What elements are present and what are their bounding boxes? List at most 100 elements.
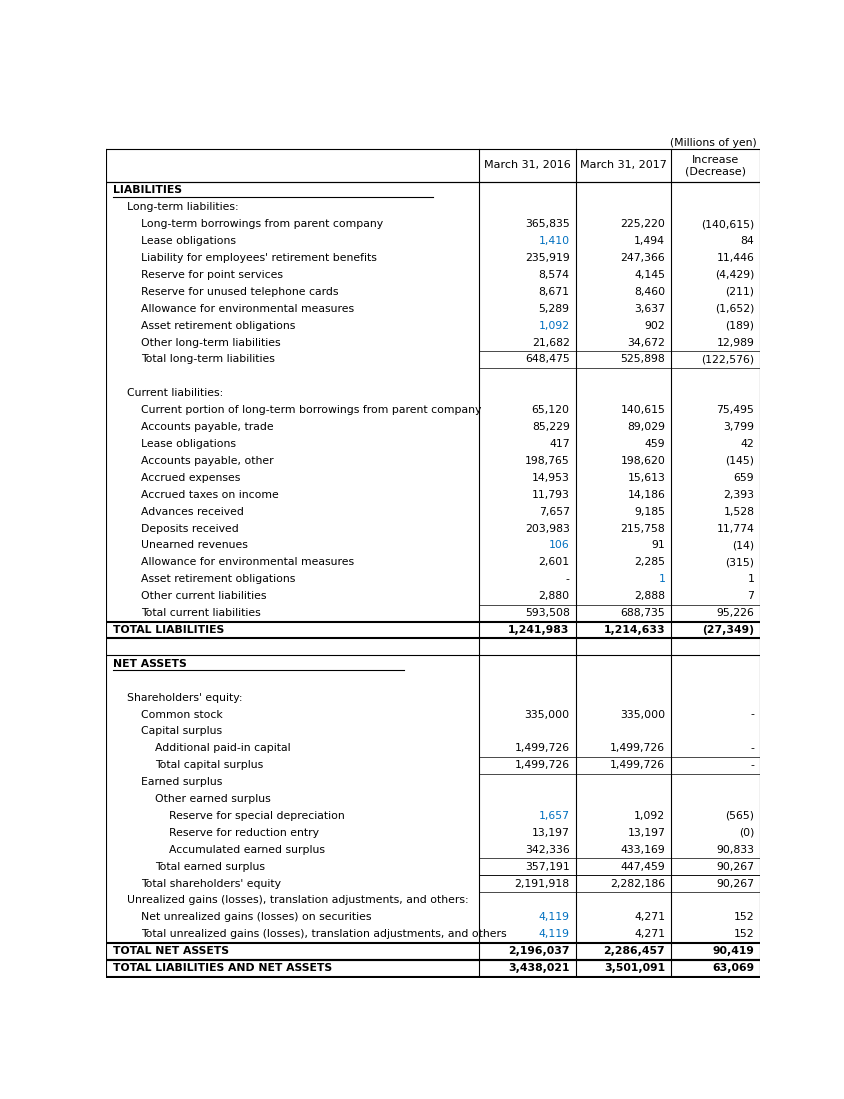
- Text: 11,446: 11,446: [716, 253, 754, 263]
- Text: 2,393: 2,393: [722, 490, 754, 500]
- Text: Deposits received: Deposits received: [141, 523, 239, 533]
- Text: 225,220: 225,220: [619, 219, 664, 230]
- Text: Unrealized gains (losses), translation adjustments, and others:: Unrealized gains (losses), translation a…: [127, 896, 468, 906]
- Text: LIABILITIES: LIABILITIES: [113, 186, 182, 196]
- Text: 152: 152: [733, 912, 754, 922]
- Text: Accounts payable, other: Accounts payable, other: [141, 456, 273, 466]
- Text: 4,145: 4,145: [634, 270, 664, 280]
- Text: 3,501,091: 3,501,091: [603, 963, 664, 973]
- Text: Earned surplus: Earned surplus: [141, 777, 222, 787]
- Text: 525,898: 525,898: [619, 355, 664, 365]
- Text: (122,576): (122,576): [701, 355, 754, 365]
- Text: Other earned surplus: Other earned surplus: [155, 795, 271, 804]
- Text: Accrued taxes on income: Accrued taxes on income: [141, 490, 279, 500]
- Text: 1,499,726: 1,499,726: [609, 743, 664, 753]
- Text: 85,229: 85,229: [531, 422, 569, 432]
- Text: Reserve for unused telephone cards: Reserve for unused telephone cards: [141, 287, 338, 297]
- Text: Shareholders' equity:: Shareholders' equity:: [127, 692, 242, 702]
- Text: 42: 42: [739, 439, 754, 449]
- Text: 1,494: 1,494: [634, 236, 664, 246]
- Text: 2,282,186: 2,282,186: [609, 878, 664, 889]
- Text: 247,366: 247,366: [619, 253, 664, 263]
- Text: Total shareholders' equity: Total shareholders' equity: [141, 878, 281, 889]
- Text: (565): (565): [724, 811, 754, 821]
- Text: 63,069: 63,069: [711, 963, 754, 973]
- Text: 198,765: 198,765: [524, 456, 569, 466]
- Text: 21,682: 21,682: [531, 337, 569, 347]
- Text: Reserve for reduction entry: Reserve for reduction entry: [169, 828, 319, 837]
- Text: 7,657: 7,657: [538, 507, 569, 517]
- Text: 1,528: 1,528: [722, 507, 754, 517]
- Text: Asset retirement obligations: Asset retirement obligations: [141, 575, 295, 585]
- Text: (315): (315): [724, 557, 754, 567]
- Text: Net unrealized gains (losses) on securities: Net unrealized gains (losses) on securit…: [141, 912, 371, 922]
- Text: Current portion of long-term borrowings from parent company: Current portion of long-term borrowings …: [141, 406, 481, 415]
- Text: 4,271: 4,271: [634, 912, 664, 922]
- Text: 1,241,983: 1,241,983: [507, 625, 569, 635]
- Text: Allowance for environmental measures: Allowance for environmental measures: [141, 557, 354, 567]
- Text: 89,029: 89,029: [626, 422, 664, 432]
- Text: 2,196,037: 2,196,037: [507, 946, 569, 956]
- Text: (4,429): (4,429): [714, 270, 754, 280]
- Text: 5,289: 5,289: [538, 303, 569, 313]
- Text: Advances received: Advances received: [141, 507, 244, 517]
- Text: 459: 459: [644, 439, 664, 449]
- Text: TOTAL LIABILITIES AND NET ASSETS: TOTAL LIABILITIES AND NET ASSETS: [113, 963, 332, 973]
- Text: 1,214,633: 1,214,633: [603, 625, 664, 635]
- Text: 1,092: 1,092: [633, 811, 664, 821]
- Text: 235,919: 235,919: [524, 253, 569, 263]
- Text: 106: 106: [549, 541, 569, 551]
- Text: (27,349): (27,349): [701, 625, 754, 635]
- Text: 75,495: 75,495: [716, 406, 754, 415]
- Text: 335,000: 335,000: [619, 710, 664, 720]
- Text: 8,574: 8,574: [538, 270, 569, 280]
- Text: 8,460: 8,460: [633, 287, 664, 297]
- Text: 14,953: 14,953: [531, 473, 569, 482]
- Text: Total current liabilities: Total current liabilities: [141, 608, 261, 618]
- Text: 1: 1: [747, 575, 754, 585]
- Text: Allowance for environmental measures: Allowance for environmental measures: [141, 303, 354, 313]
- Text: 1,499,726: 1,499,726: [609, 761, 664, 770]
- Text: Long-term borrowings from parent company: Long-term borrowings from parent company: [141, 219, 383, 230]
- Text: Accumulated earned surplus: Accumulated earned surplus: [169, 845, 325, 855]
- Text: 90,267: 90,267: [716, 862, 754, 872]
- Text: Other current liabilities: Other current liabilities: [141, 591, 267, 601]
- Text: 4,119: 4,119: [538, 930, 569, 940]
- Text: Accrued expenses: Accrued expenses: [141, 473, 241, 482]
- Text: Increase
(Decrease): Increase (Decrease): [684, 155, 745, 176]
- Text: (14): (14): [731, 541, 754, 551]
- Text: Lease obligations: Lease obligations: [141, 439, 236, 449]
- Text: Common stock: Common stock: [141, 710, 223, 720]
- Text: 11,774: 11,774: [716, 523, 754, 533]
- Text: 335,000: 335,000: [524, 710, 569, 720]
- Text: 14,186: 14,186: [626, 490, 664, 500]
- Text: Reserve for special depreciation: Reserve for special depreciation: [169, 811, 344, 821]
- Text: 91: 91: [651, 541, 664, 551]
- Text: 357,191: 357,191: [524, 862, 569, 872]
- Text: 3,799: 3,799: [722, 422, 754, 432]
- Text: 4,119: 4,119: [538, 912, 569, 922]
- Text: 13,197: 13,197: [531, 828, 569, 837]
- Text: 152: 152: [733, 930, 754, 940]
- Text: -: -: [749, 761, 754, 770]
- Text: 2,601: 2,601: [538, 557, 569, 567]
- Text: Accounts payable, trade: Accounts payable, trade: [141, 422, 273, 432]
- Text: -: -: [749, 743, 754, 753]
- Text: 902: 902: [644, 321, 664, 331]
- Text: 1,499,726: 1,499,726: [514, 761, 569, 770]
- Text: (0): (0): [738, 828, 754, 837]
- Text: TOTAL NET ASSETS: TOTAL NET ASSETS: [113, 946, 229, 956]
- Text: 203,983: 203,983: [524, 523, 569, 533]
- Text: 12,989: 12,989: [716, 337, 754, 347]
- Text: 1,499,726: 1,499,726: [514, 743, 569, 753]
- Text: (1,652): (1,652): [714, 303, 754, 313]
- Text: Current liabilities:: Current liabilities:: [127, 388, 224, 398]
- Text: 2,286,457: 2,286,457: [603, 946, 664, 956]
- Text: NET ASSETS: NET ASSETS: [113, 658, 187, 669]
- Text: TOTAL LIABILITIES: TOTAL LIABILITIES: [113, 625, 225, 635]
- Text: 65,120: 65,120: [531, 406, 569, 415]
- Text: Total long-term liabilities: Total long-term liabilities: [141, 355, 275, 365]
- Text: Total capital surplus: Total capital surplus: [155, 761, 263, 770]
- Text: 433,169: 433,169: [619, 845, 664, 855]
- Text: 365,835: 365,835: [524, 219, 569, 230]
